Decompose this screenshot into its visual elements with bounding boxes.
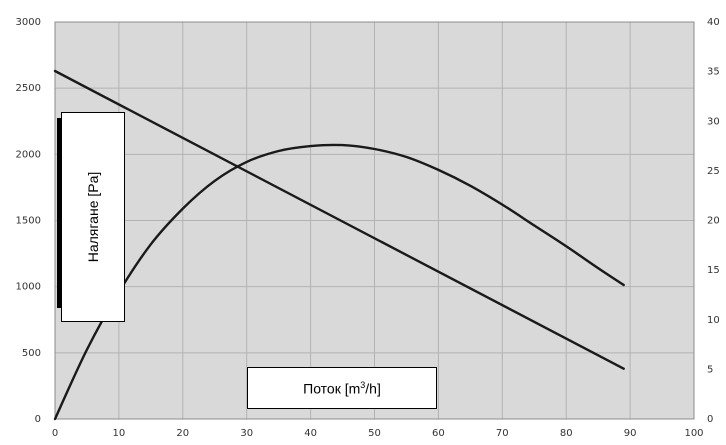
x-tick-label: 10 (113, 428, 126, 439)
y-tick-label: 2000 (16, 149, 41, 160)
x-tick-label: 30 (240, 428, 253, 439)
efficiency-curve (53, 143, 625, 421)
x-tick-label: 60 (432, 428, 445, 439)
pressure-line (53, 69, 625, 370)
y2-tick-label: 10 (707, 315, 720, 326)
x-tick-label: 70 (496, 428, 509, 439)
y2-tick-label: 20 (707, 216, 720, 227)
y-axis-label: Налягане [Pa] (85, 171, 101, 263)
ylabel-accent-bar (57, 118, 62, 308)
x-tick-label: 40 (304, 428, 317, 439)
y-tick-label: 0 (35, 414, 41, 425)
y2-tick-label: 5 (707, 364, 713, 375)
x-tick-label: 50 (368, 428, 381, 439)
y2-tick-label: 40 (707, 17, 720, 28)
y-tick-label: 1000 (16, 282, 41, 293)
y2-tick-label: 35 (707, 67, 720, 78)
y2-tick-label: 25 (707, 166, 720, 177)
plot-frame (54, 21, 695, 420)
y2-tick-label: 0 (707, 414, 713, 425)
x-tick-label: 90 (624, 428, 637, 439)
x-tick-label: 100 (684, 428, 703, 439)
x-tick-label: 20 (176, 428, 189, 439)
x-axis-label: Поток [m3/h] (303, 379, 381, 397)
y2-tick-label: 30 (707, 116, 720, 127)
y-tick-label: 500 (22, 348, 41, 359)
x-tick-label: 0 (52, 428, 58, 439)
xlabel-box: Поток [m3/h] (247, 367, 437, 409)
x-tick-label: 80 (560, 428, 573, 439)
y-tick-label: 3000 (16, 17, 41, 28)
ylabel-box: Налягане [Pa] (61, 112, 125, 322)
y-tick-label: 1500 (16, 216, 41, 227)
y2-tick-label: 15 (707, 265, 720, 276)
y-tick-label: 2500 (16, 83, 41, 94)
